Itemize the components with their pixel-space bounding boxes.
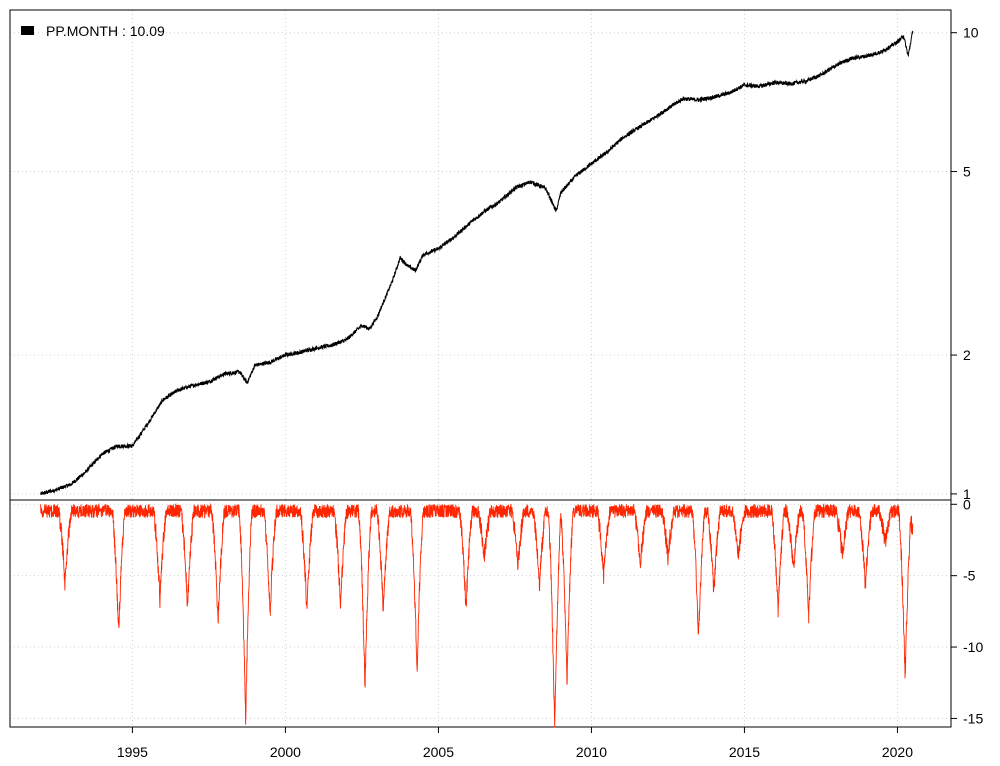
legend-label: PP.MONTH : 10.09 [46, 23, 165, 39]
bottom-y-axis: 0 -5 -10 -15 [951, 496, 983, 726]
y-tick-label-bottom: -10 [963, 639, 983, 655]
y-tick-label-bottom: -15 [963, 710, 983, 726]
top-panel-grid [10, 10, 951, 500]
drawdown-series [40, 502, 914, 728]
price-line [40, 30, 914, 495]
x-tick-label: 1995 [117, 744, 148, 760]
y-tick-label-top: 10 [963, 25, 979, 41]
x-tick-label: 2015 [729, 744, 760, 760]
top-y-axis: 1 2 5 10 [951, 25, 979, 502]
x-tick-label: 2020 [882, 744, 913, 760]
x-axis: 1995 2000 2005 2010 2015 2020 [117, 727, 913, 760]
legend-swatch [21, 26, 34, 35]
y-tick-label-bottom: 0 [963, 496, 971, 512]
x-tick-label: 2010 [576, 744, 607, 760]
x-tick-label: 2000 [270, 744, 301, 760]
top-panel-frame [9, 9, 952, 501]
x-tick-label: 2005 [423, 744, 454, 760]
bottom-panel-grid [10, 500, 951, 727]
legend: PP.MONTH : 10.09 [21, 23, 165, 39]
price-series [40, 30, 914, 495]
y-tick-label-top: 1 [963, 486, 971, 502]
drawdown-line [40, 502, 914, 728]
y-tick-label-bottom: -5 [963, 568, 976, 584]
y-tick-label-top: 5 [963, 164, 971, 180]
bottom-panel-frame [9, 499, 952, 728]
y-tick-label-top: 2 [963, 347, 971, 363]
